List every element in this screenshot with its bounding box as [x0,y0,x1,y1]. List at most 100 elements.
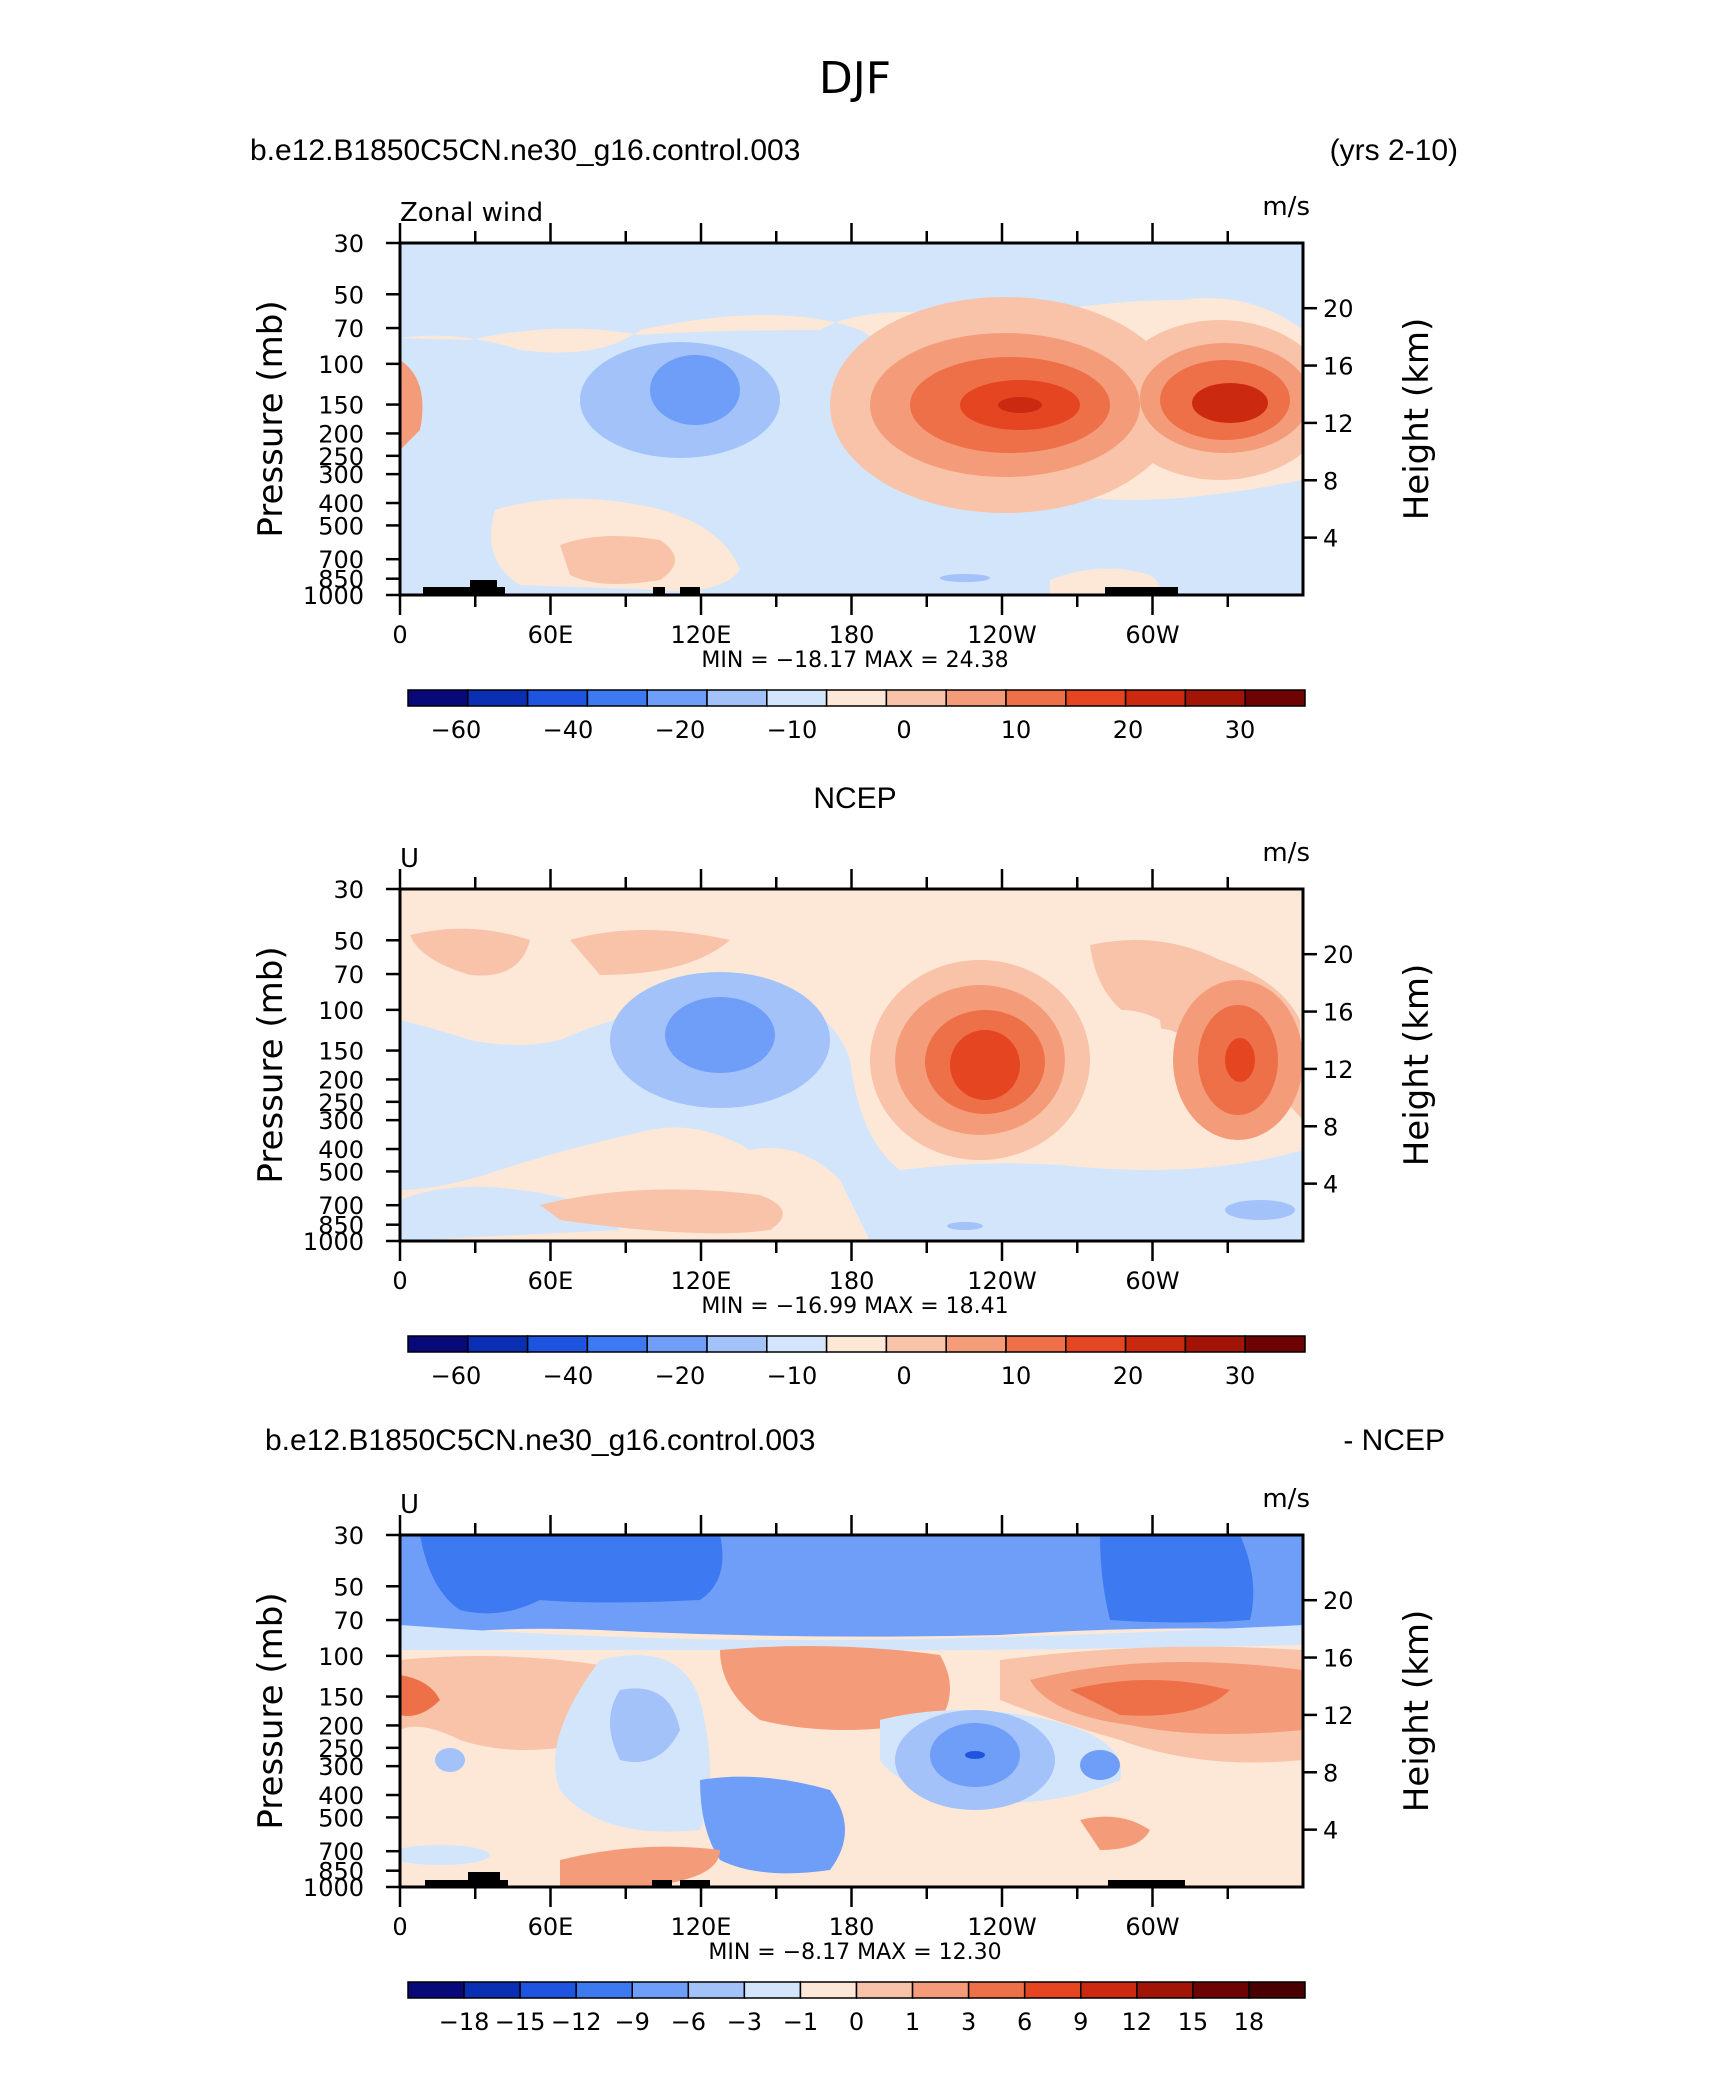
colorbar-swatch [646,689,708,707]
panel-1-contour-field [400,243,1303,595]
colorbar-swatch [467,1335,529,1353]
colorbar-label: 3 [961,2008,976,2036]
x-tick-label: 120E [671,1267,732,1295]
colorbar-label: −18 [439,2008,490,2036]
colorbar-label: −9 [615,2008,650,2036]
colorbar-label: 9 [1073,2008,1088,2036]
y-tick-label: 700 [318,1192,364,1220]
y2-tick-label: 12 [1323,1702,1354,1730]
y-tick-label: 1000 [303,1228,364,1256]
colorbar-swatch [1244,1335,1306,1353]
colorbar-swatch [519,1981,577,1999]
colorbar-2: −60 −40 −20 −10 0 10 20 30 [407,1335,1306,1390]
y2-tick-label: 4 [1323,1171,1338,1199]
colorbar-swatch [825,689,888,707]
colorbar-swatch [407,689,469,707]
panel-3-units: m/s [1262,1484,1310,1514]
colorbar-label: 6 [1017,2008,1032,2036]
x-tick-label: 60W [1125,1267,1179,1295]
y-tick-label: 850 [318,1858,364,1886]
colorbar-1: −60 −40 −20 −10 0 10 20 30 [407,689,1306,744]
panel-3: b.e12.B1850C5CN.ne30_g16.control.003 - N… [265,1424,1445,1889]
y-axis-title: Pressure (mb) [251,946,291,1183]
colorbar-label: −12 [551,2008,602,2036]
y-tick-label: 500 [318,512,364,540]
colorbar-label: −40 [543,716,594,744]
panel-2: NCEP U m/s [398,782,1310,1243]
colorbar-swatch [407,1981,465,1999]
colorbar-swatch [1248,1981,1306,1999]
colorbar-label: 0 [896,1362,911,1390]
colorbar-label: −20 [655,1362,706,1390]
colorbar-swatch [526,1335,589,1353]
y-tick-label: 1000 [303,1874,364,1902]
y-tick-label: 850 [318,1212,364,1240]
colorbar-label: 30 [1225,716,1256,744]
panel-3-var-label: U [400,1490,419,1520]
y-tick-label: 500 [318,1158,364,1186]
colorbar-label: 15 [1178,2008,1209,2036]
colorbar-label: 0 [849,2008,864,2036]
x-tick-label: 0 [392,621,407,649]
x-tick-label: 120E [671,621,732,649]
x-tick-label: 120W [967,1267,1037,1295]
y-axis-title: Pressure (mb) [251,1592,291,1829]
y-tick-label: 700 [318,546,364,574]
y2-tick-label: 8 [1323,1759,1338,1787]
y-tick-label: 400 [318,490,364,518]
y-tick-label: 150 [318,392,364,420]
y-tick-label: 300 [318,1107,364,1135]
x-tick-label: 180 [829,1267,875,1295]
colorbar-swatch [1124,1335,1187,1353]
x-tick-label: 120W [967,1913,1037,1941]
y2-tick-label: 4 [1323,1817,1338,1845]
colorbar-swatch [706,689,768,707]
colorbar-swatch [1184,689,1246,707]
y-axis-title: Pressure (mb) [251,300,291,537]
colorbar-swatch [885,689,947,707]
y2-axis-title: Height (km) [1397,1610,1437,1813]
colorbar-swatch [575,1981,633,1999]
colorbar-label: −3 [727,2008,762,2036]
y-tick-label: 100 [318,997,364,1025]
colorbar-swatch [1005,689,1067,707]
y-tick-label: 250 [318,443,364,471]
colorbar-label: −10 [767,1362,818,1390]
y-tick-label: 50 [333,927,364,955]
y-tick-label: 150 [318,1684,364,1712]
y2-tick-label: 20 [1323,941,1354,969]
panel-2-units: m/s [1262,838,1310,868]
colorbar-swatch [825,1335,888,1353]
y-tick-label: 250 [318,1089,364,1117]
colorbar-swatch [463,1981,521,1999]
y-tick-label: 30 [333,230,364,258]
y2-axis-title: Height (km) [1397,318,1437,521]
colorbar-swatch [1005,1335,1067,1353]
y-tick-label: 50 [333,281,364,309]
colorbar-label: −15 [495,2008,546,2036]
colorbar-label: −6 [671,2008,706,2036]
x-tick-label: 120W [967,621,1037,649]
colorbar-label: 0 [896,716,911,744]
panel-2-var-label: U [400,844,419,874]
y-tick-label: 400 [318,1136,364,1164]
y2-tick-label: 16 [1323,999,1354,1027]
colorbar-swatch [799,1981,858,1999]
y-tick-label: 250 [318,1735,364,1763]
colorbar-swatch [855,1981,914,1999]
colorbar-swatch [407,1335,469,1353]
colorbar-label: 20 [1113,716,1144,744]
y2-tick-label: 8 [1323,1113,1338,1141]
y-tick-label: 700 [318,1838,364,1866]
colorbar-swatch [967,1981,1026,1999]
colorbar-swatch [1184,1335,1246,1353]
y2-tick-label: 20 [1323,295,1354,323]
y2-tick-label: 16 [1323,1645,1354,1673]
y-tick-label: 100 [318,351,364,379]
panel-1-var-label: Zonal wind [400,198,543,228]
colorbar-label: −40 [543,1362,594,1390]
